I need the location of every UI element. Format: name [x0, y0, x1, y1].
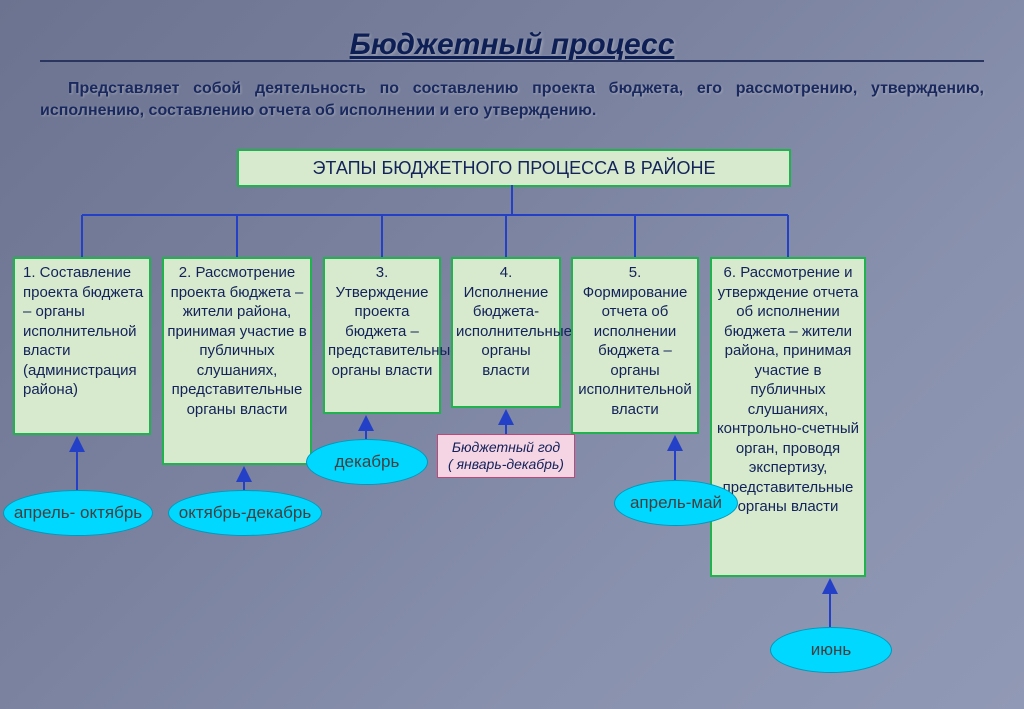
subtitle: Представляет собой деятельность по соста…: [40, 78, 984, 121]
step-4-text: 4. Исполнение бюджета- исполнительные ор…: [456, 264, 572, 379]
step-3-text: 3. Утверждение проекта бюджета – предста…: [328, 264, 459, 379]
step-4-box: 4. Исполнение бюджета- исполнительные ор…: [451, 257, 561, 408]
step-1-text: 1. Составление проекта бюджета – органы …: [23, 264, 143, 398]
period-1-ellipse: апрель- октябрь: [3, 490, 153, 536]
period-5-label: апрель-май: [630, 493, 722, 513]
period-2-ellipse: октябрь-декабрь: [168, 490, 322, 536]
period-4-box: Бюджетный год ( январь-декабрь): [437, 434, 575, 478]
step-6-text: 6. Рассмотрение и утверждение отчета об …: [717, 264, 859, 515]
step-2-text: 2. Рассмотрение проекта бюджета – жители…: [167, 264, 306, 418]
period-3-label: декабрь: [335, 452, 400, 472]
step-6-box: 6. Рассмотрение и утверждение отчета об …: [710, 257, 866, 577]
title-underline: [40, 60, 984, 62]
step-5-box: 5. Формирование отчета об исполнении бюд…: [571, 257, 699, 434]
period-3-ellipse: декабрь: [306, 439, 428, 485]
step-2-box: 2. Рассмотрение проекта бюджета – жители…: [162, 257, 312, 465]
period-6-ellipse: июнь: [770, 627, 892, 673]
step-1-box: 1. Составление проекта бюджета – органы …: [13, 257, 151, 435]
period-6-label: июнь: [811, 640, 852, 660]
step-3-box: 3. Утверждение проекта бюджета – предста…: [323, 257, 441, 414]
period-5-ellipse: апрель-май: [614, 480, 738, 526]
page-title: Бюджетный процесс: [0, 28, 1024, 62]
period-1-label: апрель- октябрь: [14, 503, 142, 523]
step-5-text: 5. Формирование отчета об исполнении бюд…: [578, 264, 692, 418]
root-node: ЭТАПЫ БЮДЖЕТНОГО ПРОЦЕССА В РАЙОНЕ: [237, 149, 791, 187]
period-2-label: октябрь-декабрь: [179, 503, 311, 523]
period-4-label: Бюджетный год ( январь-декабрь): [448, 439, 564, 473]
